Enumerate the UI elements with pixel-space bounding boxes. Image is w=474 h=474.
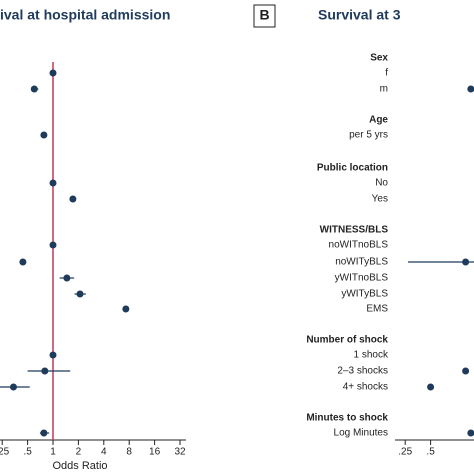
panel-box xyxy=(253,4,276,28)
x-tick-label: .5 xyxy=(23,447,32,458)
group-header: Number of shock xyxy=(306,335,388,346)
row-label: 2–3 shocks xyxy=(337,366,388,377)
row-label: f xyxy=(385,68,388,79)
row-label: No xyxy=(375,178,388,189)
group-header: Minutes to shock xyxy=(306,413,388,424)
x-tick-label: 2 xyxy=(76,447,82,458)
row-label: 1 shock xyxy=(354,350,389,361)
point-estimate xyxy=(49,241,57,249)
point-estimate xyxy=(19,258,27,266)
row-label: yWITyBLS xyxy=(341,289,388,300)
point-estimate xyxy=(467,429,474,437)
x-axis-title: Odds Ratio xyxy=(52,460,107,472)
x-tick-label: 1 xyxy=(50,447,56,458)
x-tick-label: .25 xyxy=(0,447,10,458)
point-estimate xyxy=(122,305,130,313)
row-label: noWITyBLS xyxy=(335,257,388,268)
x-tick-label: 8 xyxy=(126,447,132,458)
x-tick-label: 32 xyxy=(174,447,186,458)
group-header: Public location xyxy=(317,163,388,174)
point-estimate xyxy=(49,179,57,187)
point-estimate xyxy=(462,258,470,266)
row-label: yWITnoBLS xyxy=(335,273,389,284)
point-estimate xyxy=(427,383,435,391)
row-label: Yes xyxy=(372,194,388,205)
x-tick-label: 16 xyxy=(149,447,161,458)
group-header: WITNESS/BLS xyxy=(320,225,389,236)
point-estimate xyxy=(462,367,470,375)
row-label: 4+ shocks xyxy=(343,382,388,393)
point-estimate xyxy=(30,85,38,93)
x-tick-label: 4 xyxy=(101,447,107,458)
point-estimate xyxy=(76,290,84,298)
point-estimate xyxy=(40,131,48,139)
x-tick-label: .25 xyxy=(398,447,412,458)
x-tick-label: .5 xyxy=(426,447,435,458)
point-estimate xyxy=(467,85,474,93)
chart-title: ival at hospital admission xyxy=(0,7,170,23)
row-label: Log Minutes xyxy=(334,428,388,439)
panel-label: B xyxy=(259,7,269,23)
point-estimate xyxy=(49,69,57,77)
row-label: per 5 yrs xyxy=(349,130,388,141)
row-label: EMS xyxy=(366,304,388,315)
point-estimate xyxy=(49,351,57,359)
point-estimate xyxy=(63,274,71,282)
point-estimate xyxy=(9,383,17,391)
point-estimate xyxy=(69,195,77,203)
chart-title: Survival at 3 xyxy=(318,7,401,23)
group-header: Age xyxy=(369,115,388,126)
point-estimate xyxy=(41,367,49,375)
plot-area: .25 .5 1 2 4 8 16 32 .25 .5 xyxy=(0,62,474,458)
row-label: m xyxy=(380,84,388,95)
group-header: Sex xyxy=(370,53,388,64)
point-estimate xyxy=(40,429,48,437)
row-label: noWITnoBLS xyxy=(329,240,389,251)
